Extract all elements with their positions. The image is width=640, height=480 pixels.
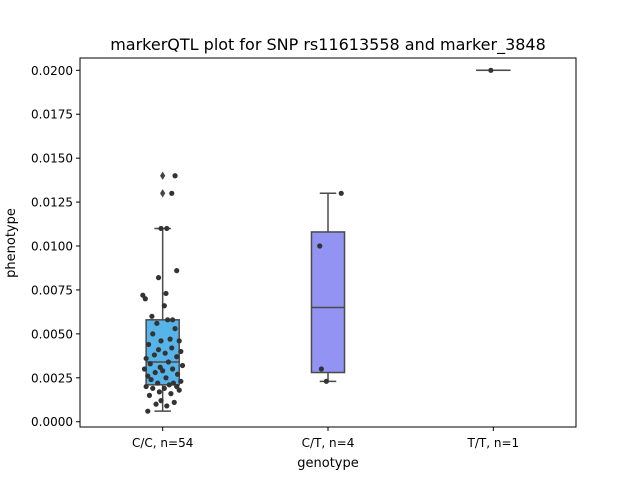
- data-point: [150, 331, 156, 337]
- data-point: [488, 67, 494, 73]
- data-point: [158, 338, 164, 344]
- data-point: [317, 243, 323, 249]
- y-tick-label: 0.0200: [31, 64, 73, 78]
- data-point: [145, 373, 151, 379]
- data-point: [174, 268, 180, 274]
- data-point: [165, 359, 172, 365]
- data-point: [169, 190, 175, 196]
- box-body: [310, 231, 346, 374]
- data-point: [146, 392, 153, 398]
- y-tick-label: 0.0175: [31, 108, 73, 122]
- data-point: [169, 317, 176, 323]
- chart-title: markerQTL plot for SNP rs11613558 and ma…: [110, 35, 546, 55]
- data-point: [141, 366, 148, 372]
- data-point: [174, 383, 180, 390]
- data-point: [171, 399, 177, 405]
- x-tick-label: C/C, n=54: [132, 436, 193, 450]
- data-point: [148, 376, 154, 383]
- data-point: [151, 352, 157, 358]
- data-point: [157, 364, 163, 370]
- data-point: [162, 350, 168, 356]
- data-point: [152, 369, 158, 376]
- x-axis-label: genotype: [297, 456, 358, 471]
- x-axis: C/C, n=54 C/T, n=4 T/T, n=1: [132, 427, 519, 450]
- data-point: [169, 345, 175, 351]
- data-point: [150, 385, 156, 391]
- data-point: [161, 385, 167, 391]
- data-point: [158, 225, 164, 232]
- data-point: [172, 173, 178, 179]
- data-point: [167, 336, 173, 342]
- data-point: [156, 389, 162, 395]
- data-point: [153, 401, 159, 407]
- strip-points: [140, 67, 494, 414]
- data-point: [170, 380, 177, 386]
- data-point: [143, 355, 149, 362]
- data-point: [168, 391, 174, 397]
- data-point: [164, 403, 170, 409]
- data-point: [140, 292, 146, 298]
- data-point: [163, 290, 169, 297]
- data-point: [165, 317, 171, 323]
- y-tick-label: 0.0000: [31, 415, 73, 429]
- data-point: [172, 326, 178, 332]
- y-tick-label: 0.0100: [31, 240, 73, 254]
- y-tick-label: 0.0125: [31, 196, 73, 210]
- data-point: [163, 375, 169, 381]
- box-2: [310, 192, 346, 383]
- y-tick-label: 0.0050: [31, 327, 73, 341]
- data-point: [155, 347, 162, 353]
- data-point: [166, 382, 172, 388]
- data-point: [143, 383, 149, 390]
- data-point: [338, 190, 344, 196]
- outlier-marker: [160, 171, 166, 180]
- box-series: [145, 69, 511, 412]
- x-tick-label: C/T, n=4: [302, 436, 355, 450]
- data-point: [145, 408, 151, 414]
- box-1: [145, 171, 180, 412]
- data-point: [174, 354, 180, 360]
- y-tick-label: 0.0025: [31, 371, 73, 385]
- data-point: [155, 275, 162, 281]
- data-point: [174, 371, 181, 377]
- data-point: [178, 348, 184, 355]
- data-point: [318, 366, 324, 372]
- data-point: [179, 362, 186, 369]
- data-point: [146, 341, 152, 348]
- y-axis-label: phenotype: [4, 208, 19, 278]
- data-point: [164, 225, 170, 232]
- outlier-marker: [160, 189, 166, 198]
- data-point: [147, 361, 153, 367]
- y-tick-label: 0.0075: [31, 283, 73, 297]
- data-point: [161, 303, 167, 309]
- data-point: [154, 320, 160, 326]
- data-point: [149, 313, 155, 319]
- data-point: [158, 398, 164, 404]
- data-point: [178, 378, 184, 384]
- y-tick-label: 0.0150: [31, 152, 73, 166]
- data-point: [323, 378, 329, 384]
- y-axis: 0.0000 0.0025 0.0050 0.0075 0.0100 0.0125 0.01…: [31, 64, 80, 429]
- data-point: [169, 366, 176, 372]
- data-point: [155, 380, 161, 386]
- x-tick-label: T/T, n=1: [467, 436, 520, 450]
- data-point: [176, 338, 182, 344]
